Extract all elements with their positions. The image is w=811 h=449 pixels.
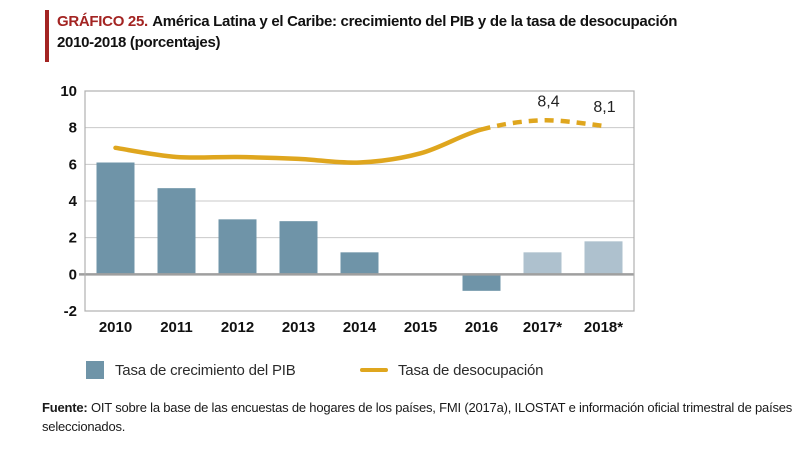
x-tick-2016: 2016 [465, 319, 498, 336]
legend-line-swatch [360, 368, 388, 372]
bar-2017* [523, 252, 562, 275]
x-tick-2012: 2012 [221, 319, 254, 336]
y-tick-10: 10 [60, 83, 77, 100]
bar-2014 [340, 252, 379, 275]
bar-2013 [279, 221, 318, 275]
y-tick-6: 6 [69, 156, 77, 173]
x-tick-2011: 2011 [160, 319, 193, 336]
title-line-1: GRÁFICO 25. América Latina y el Caribe: … [57, 11, 802, 32]
x-tick-2013: 2013 [282, 319, 315, 336]
x-tick-2017*: 2017* [523, 319, 562, 336]
plot-border [84, 90, 635, 312]
source-note: Fuente: OIT sobre la base de las encuest… [42, 398, 794, 436]
source-text: OIT sobre la base de las encuestas de ho… [42, 400, 793, 434]
x-tick-2014: 2014 [343, 319, 377, 336]
legend-label-unemployment: Tasa de desocupación [398, 361, 544, 379]
gdp-unemployment-combo-chart: 8,4 8,1 10 8 6 4 2 0 -2 2010 2011 2012 2013 2014 2015 2… [60, 83, 635, 336]
bar-2012 [218, 219, 257, 275]
bar-2016 [462, 274, 501, 291]
point-label-2017*: 8,4 [537, 93, 559, 110]
title-accent-bar [45, 10, 49, 62]
y-tick-0: 0 [69, 266, 77, 283]
point-label-2018*: 8,1 [593, 99, 615, 116]
source-label: Fuente: [42, 400, 88, 415]
legend-bar-swatch [86, 361, 104, 379]
title-text: América Latina y el Caribe: crecimiento … [148, 13, 678, 30]
y-tick--2: -2 [64, 303, 77, 320]
legend-item-unemployment: Tasa de desocupación [360, 359, 543, 381]
unemployment-line-solid [113, 127, 484, 165]
y-tick-2: 2 [69, 230, 77, 247]
legend-label-gdp: Tasa de crecimiento del PIB [115, 361, 296, 379]
chart-legend: Tasa de crecimiento del PIB Tasa de deso… [0, 359, 811, 381]
bar-2018* [584, 241, 623, 275]
x-tick-2015: 2015 [404, 319, 437, 336]
figure-number: GRÁFICO 25. [57, 13, 148, 30]
x-tick-2010: 2010 [99, 319, 132, 336]
title-line-2: 2010-2018 (porcentajes) [57, 34, 221, 51]
bar-2010 [96, 162, 135, 275]
bar-2011 [157, 188, 196, 275]
y-tick-8: 8 [69, 120, 77, 137]
y-tick-4: 4 [69, 193, 78, 210]
figure-title: GRÁFICO 25. América Latina y el Caribe: … [57, 11, 802, 53]
x-tick-2018*: 2018* [584, 319, 623, 336]
unemployment-line-dashed [480, 118, 604, 132]
legend-item-gdp-growth: Tasa de crecimiento del PIB [86, 359, 296, 381]
